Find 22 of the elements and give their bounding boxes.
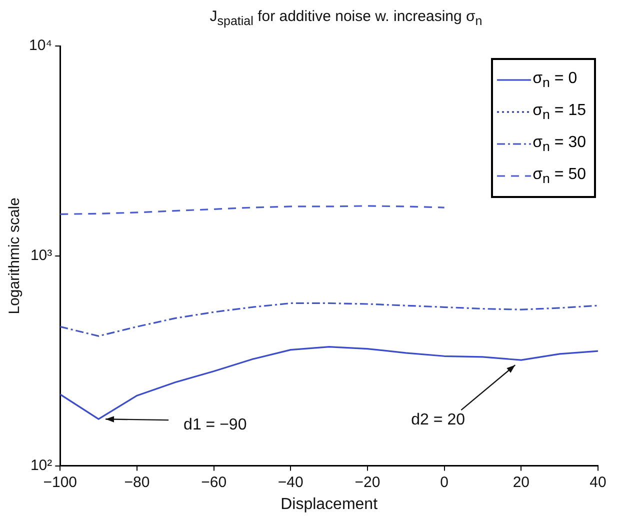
- legend-label: σ$_{n}$ = 15: [532, 102, 586, 122]
- x-tick-label: 0: [440, 474, 448, 491]
- x-tick-label: −80: [124, 474, 150, 491]
- y-tick-label: 10²: [30, 456, 52, 474]
- x-tick-label: −40: [278, 474, 304, 491]
- x-axis-title: Displacement: [280, 496, 378, 513]
- annotation: d2 = 20: [411, 411, 466, 428]
- legend-label: σ$_{n}$ = 50: [532, 166, 586, 186]
- y-tick-label: 10⁴: [28, 37, 52, 54]
- x-tick-label: 20: [512, 474, 530, 491]
- annotation: d1 = −90: [184, 416, 247, 434]
- line-series: [60, 205, 446, 215]
- chart-title: J$_{spatial}$ for additive noise w. increasing σ$_{n}$: [208, 8, 484, 28]
- y-axis-title: Logarithmic scale: [6, 198, 24, 314]
- legend-label: σ$_{n}$ = 0: [532, 70, 578, 90]
- y-tick-label: 10³: [30, 247, 52, 264]
- legend-label: σ$_{n}$ = 30: [532, 134, 586, 154]
- x-tick-label: 40: [590, 474, 606, 491]
- x-tick-label: −20: [354, 474, 380, 491]
- line-series: [60, 302, 598, 337]
- x-tick-label: −100: [43, 474, 78, 491]
- x-tick-label: −60: [201, 474, 227, 491]
